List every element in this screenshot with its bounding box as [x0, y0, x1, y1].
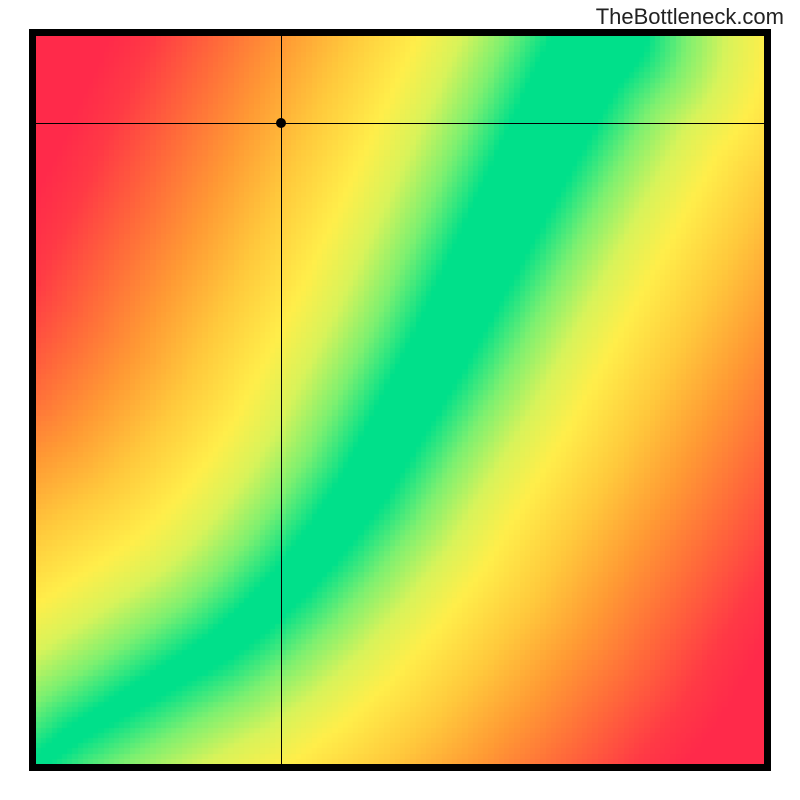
frame-right	[764, 29, 771, 771]
heatmap-canvas	[36, 36, 764, 764]
crosshair-vertical	[281, 36, 282, 764]
frame-left	[29, 29, 36, 771]
frame-top	[29, 29, 771, 36]
frame-bottom	[29, 764, 771, 771]
crosshair-horizontal	[36, 123, 764, 124]
watermark-text: TheBottleneck.com	[596, 4, 784, 30]
